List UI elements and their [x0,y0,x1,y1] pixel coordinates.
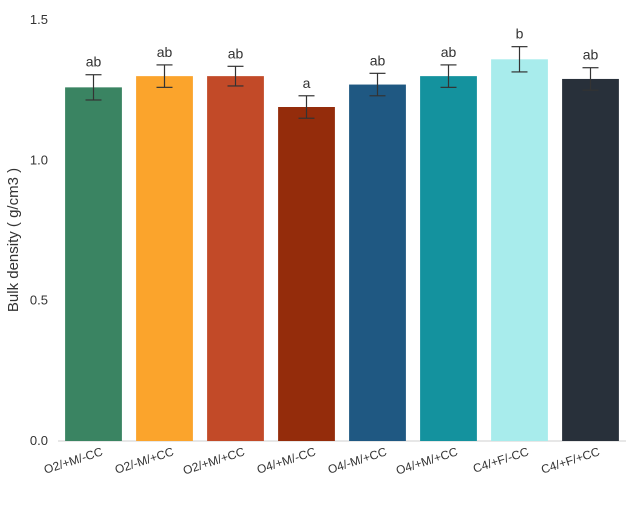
error-bar [511,46,528,73]
error-bar [85,74,102,101]
x-tick-label: O2/+M/+CC [181,444,247,477]
error-bars [85,46,599,119]
significance-letter: b [516,26,524,42]
bar [491,59,548,441]
y-tick-label: 1.5 [30,12,48,27]
bar [349,84,406,441]
error-bar [582,67,599,91]
significance-letter: ab [583,47,599,63]
significance-letter: ab [228,45,244,61]
bar [278,107,335,442]
error-bar [369,72,386,97]
y-tick-label: 1.0 [30,152,48,167]
x-tick-labels: O2/+M/-CC O2/-M/+CC O2/+M/+CC O4/+M/-CC O4/-… [42,444,602,477]
significance-letter: ab [441,44,457,60]
bar [136,76,193,441]
bar [562,78,619,441]
y-tick-label: 0.5 [30,293,48,308]
bar [420,76,477,441]
y-tick-label: 0.0 [30,433,48,448]
significance-letter: ab [157,44,173,60]
x-tick-label: C4/+F/+CC [539,444,601,476]
x-tick-label: O4/+M/-CC [255,444,318,476]
y-axis-label: Bulk density ( g/cm3 ) [5,168,22,312]
x-tick-label: O4/+M/+CC [394,444,460,477]
x-tick-label: O4/-M/+CC [326,444,389,476]
y-tick-labels: 0.0 0.5 1.0 1.5 [30,12,48,448]
error-bar [156,64,173,88]
significance-letter: ab [86,54,102,70]
error-bar [298,95,315,119]
bars [65,59,619,442]
error-bar [440,64,457,88]
significance-letter: ab [370,52,386,68]
x-tick-label: C4/+F/-CC [471,444,530,475]
bar [65,87,122,442]
x-tick-label: O2/-M/+CC [113,444,176,476]
significance-letters: ab ab ab a ab ab b ab [86,26,599,91]
bar [207,76,264,441]
significance-letter: a [303,75,311,91]
x-tick-label: O2/+M/-CC [42,444,105,476]
error-bar [227,65,244,87]
